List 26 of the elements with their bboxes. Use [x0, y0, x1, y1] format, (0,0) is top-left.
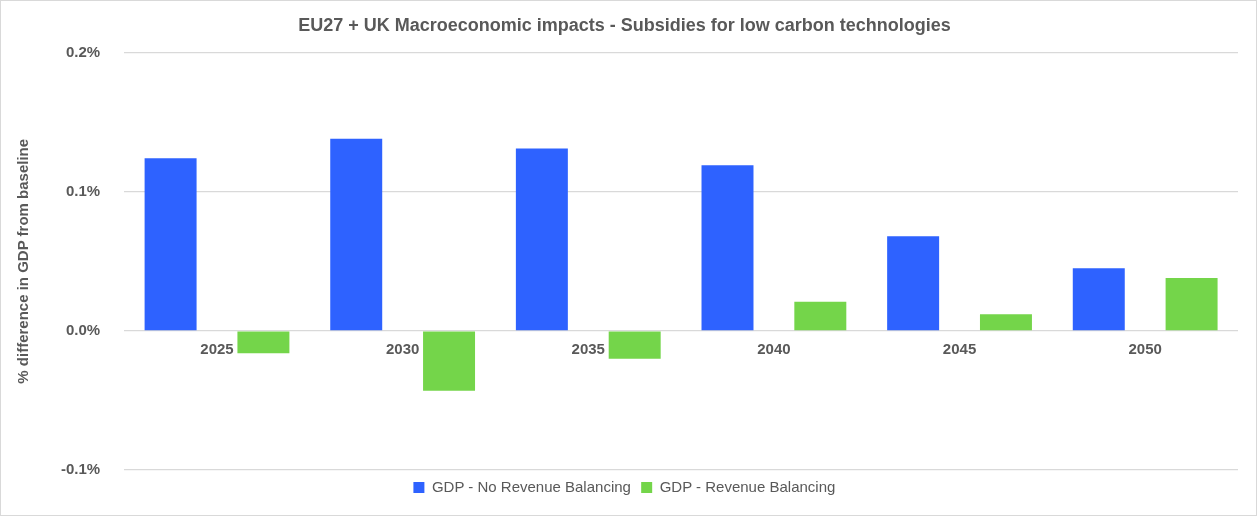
bar: [237, 331, 290, 354]
x-tick-label: 2050: [1128, 340, 1162, 358]
bar: [330, 138, 383, 331]
bar: [701, 165, 754, 331]
x-tick-label: 2030: [385, 340, 420, 358]
y-axis-title: % difference in GDP from baseline: [14, 138, 32, 384]
bar: [1072, 268, 1125, 331]
bar: [608, 331, 661, 359]
bar: [887, 236, 940, 331]
x-tick-label: 2040: [757, 340, 791, 358]
bar: [515, 148, 568, 331]
bar: [144, 158, 197, 331]
y-tick-label: -0.1%: [61, 460, 101, 478]
bar: [423, 331, 476, 391]
y-tick-label: 0.1%: [65, 181, 101, 199]
legend-label: GDP - Revenue Balancing: [659, 477, 836, 495]
chart-title: EU27 + UK Macroeconomic impacts - Subsidies for low carbon technologies: [298, 14, 951, 35]
y-tick-label: 0.0%: [65, 321, 101, 339]
y-tick-label: 0.2%: [65, 42, 101, 60]
x-tick-label: 2025: [200, 340, 234, 358]
x-tick-label: 2045: [942, 340, 977, 358]
bar: [1165, 278, 1218, 331]
x-tick-label: 2035: [571, 340, 605, 358]
bar: [794, 301, 847, 331]
legend-label: GDP - No Revenue Balancing: [431, 477, 631, 495]
bar: [979, 314, 1032, 331]
